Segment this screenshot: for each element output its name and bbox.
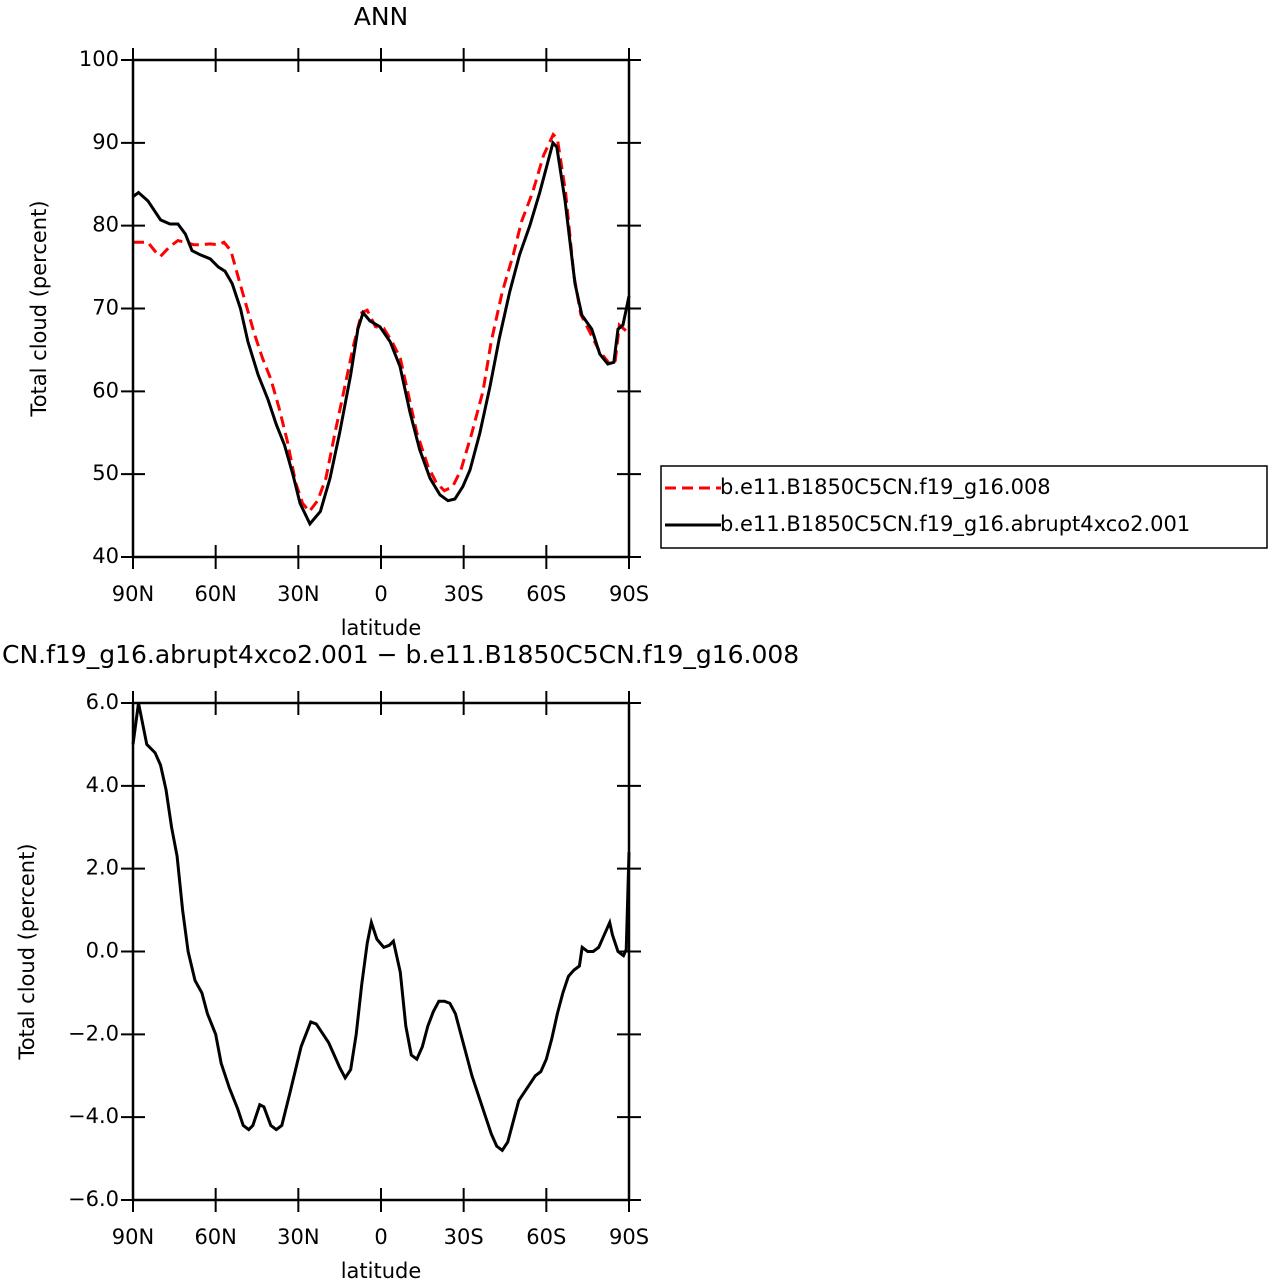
chart-title: ANN xyxy=(354,2,409,31)
y-tick-label: 50 xyxy=(92,461,119,485)
x-tick-label: 60S xyxy=(526,582,566,606)
x-tick-label: 30S xyxy=(444,582,484,606)
y-tick-label: 0.0 xyxy=(86,939,119,963)
x-axis-label: latitude xyxy=(341,1259,422,1283)
x-tick-label: 0 xyxy=(374,1225,387,1249)
plot-frame xyxy=(131,58,631,559)
y-tick-label: −4.0 xyxy=(68,1104,119,1128)
chart-title: CN.f19_g16.abrupt4xco2.001 − b.e11.B1850… xyxy=(2,640,799,669)
x-tick-label: 90S xyxy=(609,1225,649,1249)
y-tick-label: 80 xyxy=(92,213,119,237)
y-tick-label: 40 xyxy=(92,544,119,568)
x-tick-label: 90N xyxy=(112,582,154,606)
chart-panel: CN.f19_g16.abrupt4xco2.001 − b.e11.B1850… xyxy=(2,640,799,1283)
y-tick-label: 60 xyxy=(92,378,119,402)
x-tick-label: 30S xyxy=(444,1225,484,1249)
x-tick-label: 90N xyxy=(112,1225,154,1249)
x-tick-label: 0 xyxy=(374,582,387,606)
data-line xyxy=(133,131,630,514)
x-tick-label: 30N xyxy=(277,582,319,606)
y-tick-label: 100 xyxy=(79,47,119,71)
y-tick-label: −6.0 xyxy=(68,1187,119,1211)
y-axis-label: Total cloud (percent) xyxy=(27,200,51,417)
legend-label: b.e11.B1850C5CN.f19_g16.008 xyxy=(720,475,1051,500)
y-tick-label: −2.0 xyxy=(68,1021,119,1045)
y-tick-label: 90 xyxy=(92,130,119,154)
legend-box xyxy=(660,465,1268,549)
y-tick-label: 4.0 xyxy=(86,773,119,797)
x-tick-label: 60N xyxy=(194,1225,236,1249)
y-tick-label: 2.0 xyxy=(86,856,119,880)
x-axis-label: latitude xyxy=(341,616,422,640)
plot-frame xyxy=(131,701,631,1202)
data-line xyxy=(131,702,631,1153)
x-tick-label: 60N xyxy=(194,582,236,606)
y-axis-label: Total cloud (percent) xyxy=(15,843,39,1060)
legend: b.e11.B1850C5CN.f19_g16.008 b.e11.B1850C5… xyxy=(660,465,1268,549)
chart-panel: ANN latitude Total cloud (percent) 40 50 60 70… xyxy=(27,2,649,640)
legend-label: b.e11.B1850C5CN.f19_g16.abrupt4xco2.001 xyxy=(720,512,1190,537)
y-tick-label: 70 xyxy=(92,296,119,320)
x-tick-label: 90S xyxy=(609,582,649,606)
x-tick-label: 30N xyxy=(277,1225,319,1249)
y-tick-label: 6.0 xyxy=(86,690,119,714)
x-tick-label: 60S xyxy=(526,1225,566,1249)
data-line xyxy=(132,139,631,527)
